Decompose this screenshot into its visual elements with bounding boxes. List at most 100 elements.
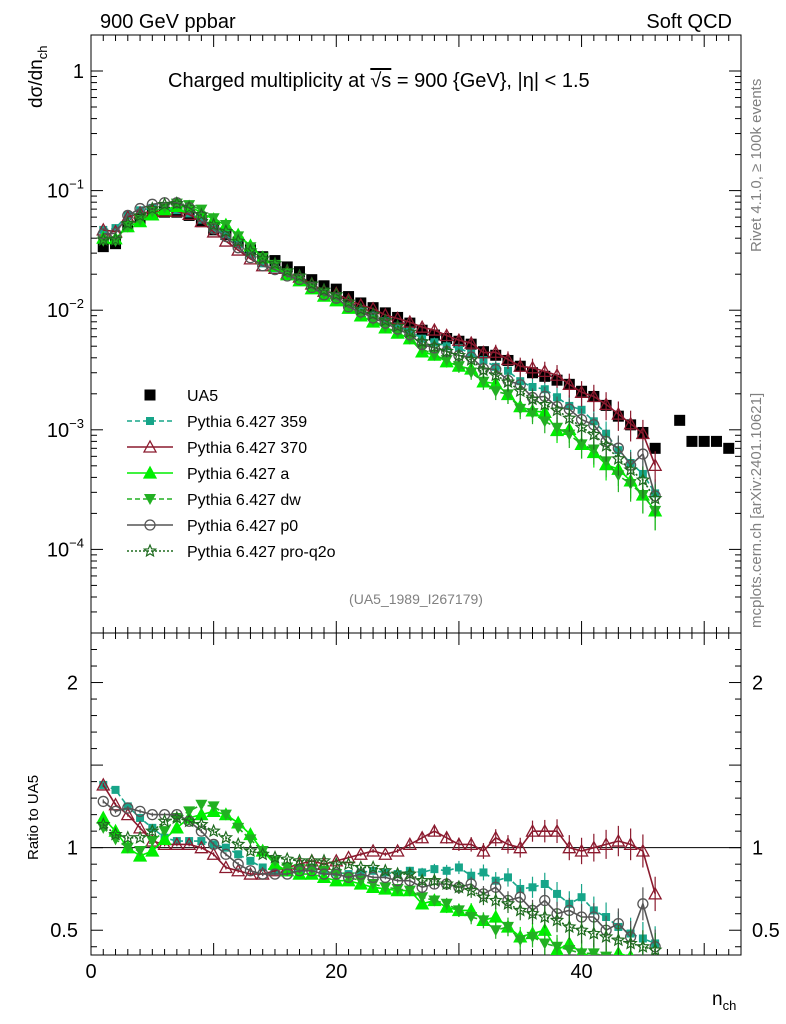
series-marker-ratio: [476, 889, 491, 904]
legend-label: Pythia 6.427 359: [187, 414, 307, 431]
series-marker-ratio: [577, 893, 586, 902]
series-marker-ratio: [403, 885, 416, 897]
mcplots-label: mcplots.cern.ch [arXiv:2401.10621]: [748, 393, 765, 628]
series-marker-main: [537, 364, 552, 378]
series-marker-main: [562, 376, 577, 390]
series-marker-main: [637, 448, 649, 460]
series-marker-ratio: [96, 777, 111, 791]
series-marker-main: [439, 328, 454, 342]
series-marker-main: [575, 439, 588, 451]
series-marker-ratio: [97, 795, 109, 808]
ratio-tick-label-left: 2: [67, 673, 78, 695]
series-marker-ratio: [526, 931, 539, 943]
series-marker-ratio: [292, 853, 307, 867]
legend-marker: [144, 519, 156, 531]
series-marker-ratio: [637, 958, 649, 969]
series-marker-main: [549, 402, 565, 417]
series-marker-ratio: [430, 865, 439, 874]
series-marker-ratio: [316, 870, 332, 884]
series-marker-main: [378, 313, 393, 327]
series-marker-ratio: [488, 892, 503, 907]
series-marker-ratio: [612, 954, 625, 955]
series-marker-main: [108, 232, 123, 246]
series-marker-main: [500, 374, 516, 389]
series-marker-ratio: [218, 830, 234, 844]
ua5-data-point: [306, 274, 318, 286]
series-marker-ratio: [182, 837, 197, 851]
x-axis-label-sub: ch: [723, 998, 737, 1013]
series-marker-ratio: [316, 853, 332, 867]
series-marker-ratio: [540, 879, 549, 888]
series-marker-ratio: [624, 954, 637, 955]
series-marker-main: [537, 397, 552, 411]
series-marker-main: [194, 207, 209, 222]
series-marker-main: [353, 302, 368, 316]
series-marker-ratio: [318, 865, 331, 877]
series-marker-main: [415, 319, 430, 333]
series-marker-ratio: [365, 859, 381, 874]
legend-label: Pythia 6.427 p0: [187, 518, 298, 535]
plot-title: Charged multiplicity at √s = 900 {GeV}, …: [168, 70, 590, 92]
series-marker-ratio: [353, 859, 368, 874]
series-marker-ratio: [145, 823, 160, 838]
series-marker-ratio: [365, 843, 381, 857]
series-marker-main: [563, 429, 576, 441]
ratio-tick-label-right: 0.5: [752, 920, 780, 942]
series-marker-main: [488, 367, 503, 382]
x-tick-label: 40: [570, 961, 592, 983]
series-line-ratio: [102, 800, 656, 947]
ua5-data-point: [686, 435, 698, 447]
series-marker-main: [402, 324, 418, 339]
series-marker-main: [439, 343, 454, 358]
legend-label: Pythia 6.427 a: [187, 466, 289, 483]
series-marker-ratio: [157, 832, 172, 846]
series-marker-ratio: [269, 868, 281, 880]
ratio-plot: [91, 777, 741, 969]
series-marker-main: [549, 367, 565, 381]
series-line-main: [103, 202, 656, 512]
series-marker-ratio: [637, 957, 649, 968]
series-marker-main: [440, 355, 453, 367]
series-marker-ratio: [136, 813, 145, 822]
series-marker-ratio: [488, 909, 503, 923]
header-right: Soft QCD: [646, 11, 732, 33]
series-marker-ratio: [169, 820, 184, 834]
series-marker-ratio: [246, 856, 255, 865]
series-marker-ratio: [464, 883, 479, 897]
series-marker-ratio: [194, 840, 209, 854]
series-marker-main: [635, 426, 650, 440]
series-marker-main: [574, 384, 589, 398]
y-tick-label: 1: [73, 61, 84, 83]
series-marker-ratio: [232, 858, 244, 870]
series-marker-ratio: [257, 868, 269, 880]
series-marker-main: [525, 360, 540, 374]
series-marker-ratio: [132, 830, 148, 844]
series-marker-ratio: [109, 805, 122, 817]
series-marker-ratio: [183, 806, 196, 818]
series-marker-ratio: [586, 925, 601, 940]
series-marker-main: [341, 294, 356, 309]
legend-label-ua5: UA5: [187, 388, 218, 405]
series-marker-ratio: [256, 845, 269, 857]
series-marker-ratio: [416, 892, 429, 904]
series-marker-main: [122, 209, 134, 222]
series-marker-ratio: [318, 868, 330, 880]
series-marker-ratio: [148, 823, 157, 832]
series-marker-main: [232, 231, 245, 243]
series-marker-ratio: [390, 866, 405, 881]
series-marker-main: [306, 281, 318, 294]
series-marker-ratio: [477, 915, 490, 927]
series-marker-ratio: [647, 942, 663, 955]
series-marker-ratio: [637, 898, 649, 910]
y-tick-base: 10: [47, 300, 69, 322]
series-marker-ratio: [587, 948, 600, 955]
series-marker-main: [267, 256, 283, 270]
series-marker-ratio: [281, 868, 293, 880]
plot-title-sqrt: √s: [370, 70, 391, 92]
series-marker-ratio: [439, 876, 454, 891]
series-marker-ratio: [512, 902, 528, 917]
ratio-tick-label-right: 2: [752, 673, 763, 695]
ratio-axis-label: Ratio to UA5: [25, 775, 42, 860]
legend-marker: [142, 465, 158, 479]
series-marker-main: [304, 276, 320, 291]
